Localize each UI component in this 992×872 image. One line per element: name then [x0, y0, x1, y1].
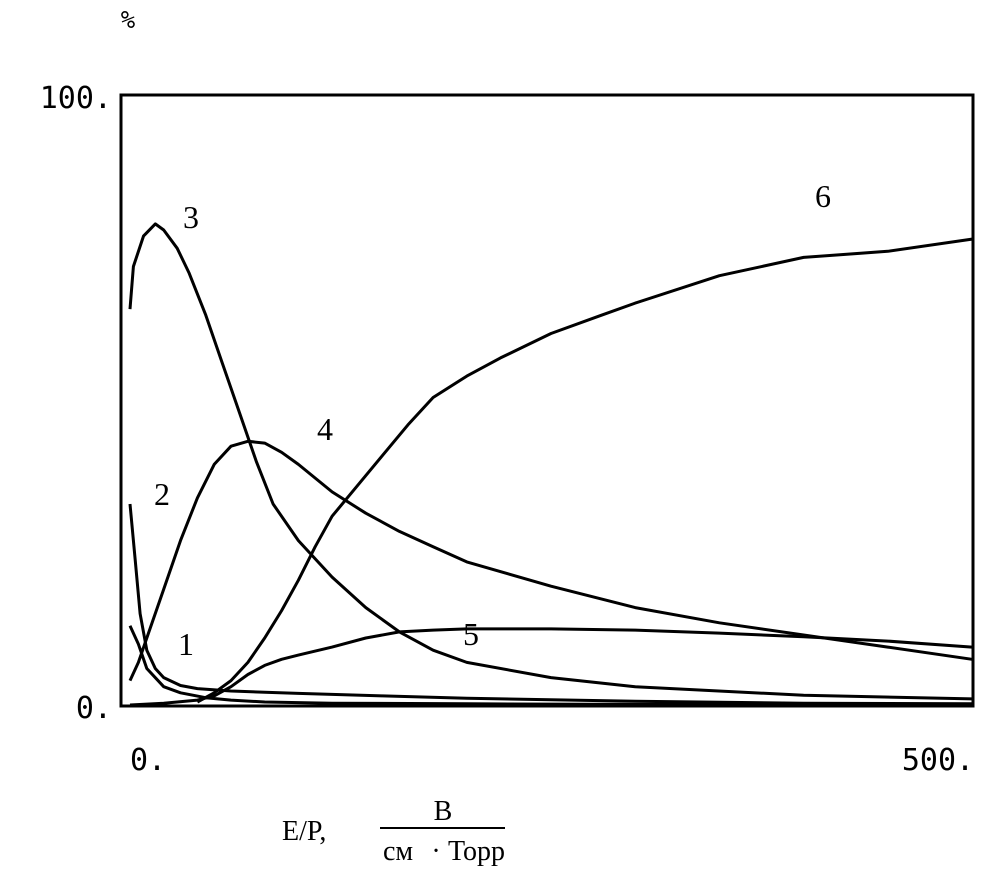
series-label-layer: 1 2 3 4 5 6 — [154, 178, 831, 662]
x-axis-unit-denominator-dot: · — [431, 836, 440, 867]
series-label-4: 4 — [317, 411, 333, 447]
series-line-4 — [128, 439, 973, 682]
x-tick-label-0: 0. — [130, 743, 166, 778]
series-label-1: 1 — [178, 626, 194, 662]
x-axis-label: E/P, — [282, 816, 326, 847]
y-tick-label-0: 0. — [76, 691, 112, 726]
series-label-2: 2 — [154, 476, 170, 512]
x-tick-label-500: 500. — [902, 743, 974, 778]
series-label-3: 3 — [183, 199, 199, 235]
plot-frame — [119, 93, 975, 708]
series-line-6 — [196, 237, 973, 704]
y-axis-label: % — [121, 6, 136, 34]
x-axis-unit-denominator-right: Торр — [448, 836, 505, 867]
x-axis-unit-numerator: В — [434, 796, 453, 827]
series-line-5 — [129, 627, 973, 707]
series-layer — [128, 222, 973, 707]
series-line-2 — [128, 503, 973, 706]
series-line-1 — [128, 625, 973, 707]
series-line-3 — [128, 222, 973, 701]
y-tick-label-100: 100. — [40, 81, 112, 116]
x-axis-unit-denominator-left: см — [383, 836, 413, 867]
series-label-5: 5 — [463, 616, 479, 652]
series-label-6: 6 — [815, 178, 831, 214]
